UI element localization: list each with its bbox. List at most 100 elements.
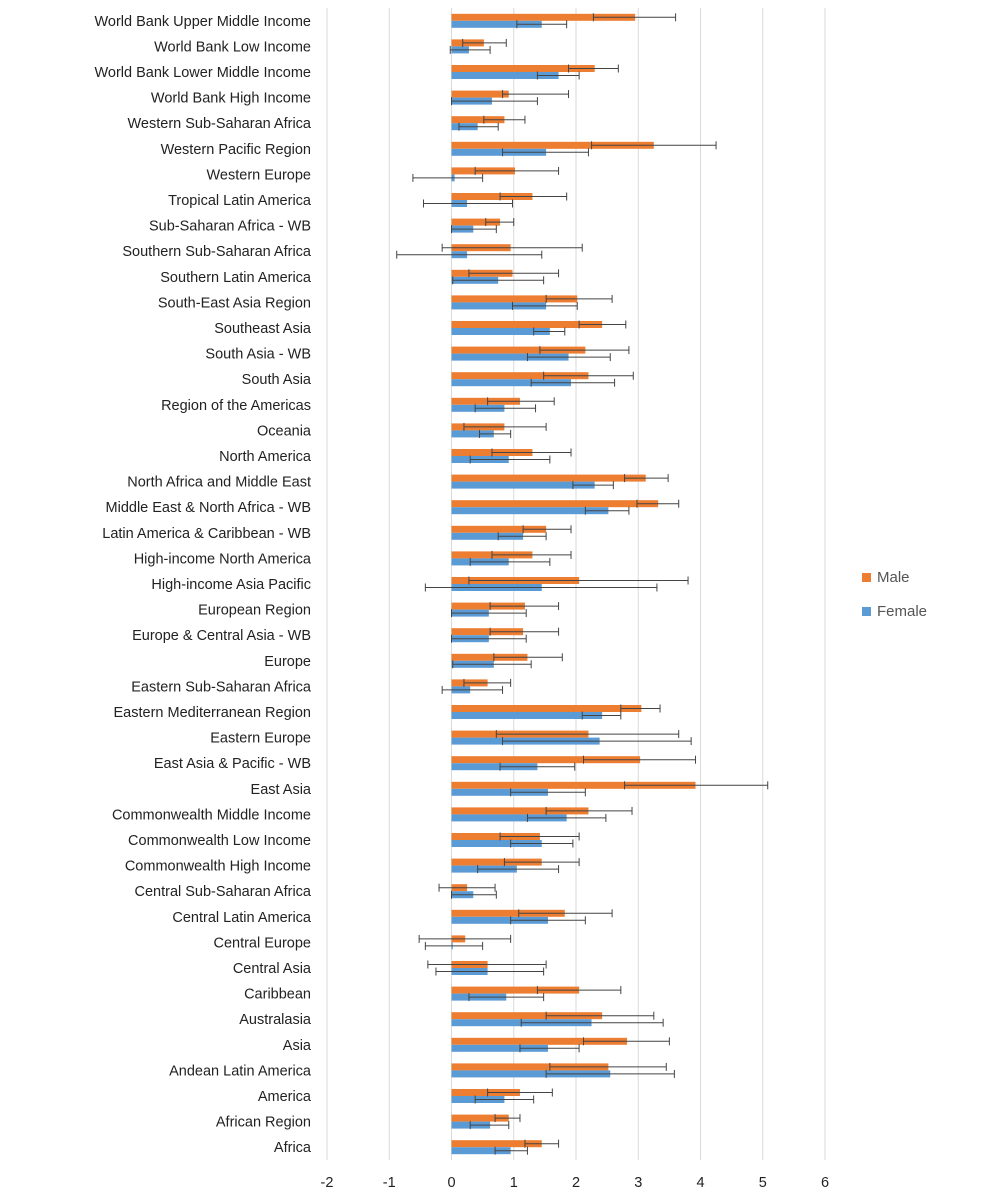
x-tick-label: 0 [447, 1175, 455, 1191]
legend-swatch-female [862, 607, 871, 616]
error-bar-male-europe [493, 653, 563, 662]
error-bar-female-eastern-sub-saharan-africa [441, 685, 504, 694]
error-bar-female-africa [494, 1146, 528, 1155]
category-label: World Bank Low Income [154, 39, 311, 55]
error-bar-male-southern-latin-america [468, 269, 560, 278]
error-bar-male-south-east-asia-region [545, 294, 613, 303]
category-label: America [258, 1089, 312, 1105]
error-bar-female-caribbean [468, 993, 545, 1002]
error-bar-female-sub-saharan-africa-wb [451, 225, 497, 234]
bar-male-east-asia [451, 781, 696, 789]
category-label: Australasia [239, 1012, 312, 1028]
category-label: Western Europe [206, 167, 311, 183]
category-label: East Asia & Pacific - WB [154, 756, 311, 772]
x-tick-label: 5 [759, 1175, 767, 1191]
bar-male-world-bank-upper-middle-income [451, 13, 636, 21]
category-label: Southern Latin America [160, 270, 312, 286]
bar-female-world-bank-upper-middle-income [451, 20, 542, 28]
error-bar-male-america [487, 1088, 553, 1097]
category-label: Central Sub-Saharan Africa [134, 884, 311, 900]
legend-swatch-male [862, 573, 871, 582]
error-bar-male-european-region [489, 602, 560, 611]
category-label: Central Latin America [172, 910, 312, 926]
category-label: Asia [283, 1038, 312, 1054]
error-bar-male-commonwealth-middle-income [545, 806, 633, 815]
bar-male-middle-east-and-north-africa-wb [451, 500, 659, 508]
category-label: East Asia [251, 782, 312, 798]
bar-female-commonwealth-low-income [451, 840, 542, 847]
bar-male-andean-latin-america [451, 1063, 609, 1071]
category-label: North Africa and Middle East [127, 475, 311, 491]
error-bar-male-latin-america-and-caribbean-wb [522, 525, 572, 534]
error-bar-female-andean-latin-america [545, 1069, 675, 1078]
error-bar-female-oceania [479, 429, 512, 438]
x-axis-ticks: -2 -1 0 1 2 3 4 5 6 [321, 1175, 829, 1191]
category-label: Eastern Mediterranean Region [114, 705, 311, 721]
error-bar-male-asia [582, 1037, 670, 1046]
legend-label-male: Male [877, 569, 910, 586]
bar-male-central-latin-america [451, 909, 565, 917]
error-bar-female-north-america [469, 455, 551, 464]
category-label: Europe [264, 654, 311, 670]
category-label: Southeast Asia [214, 321, 312, 337]
error-bar-female-europe [452, 660, 532, 669]
category-label: World Bank Lower Middle Income [94, 65, 311, 81]
bar-male-western-sub-saharan-africa [451, 116, 505, 124]
category-label: North America [219, 449, 312, 465]
error-bar-female-asia [519, 1044, 580, 1053]
bar-male-european-region [451, 602, 525, 610]
category-label: Commonwealth Low Income [128, 833, 311, 849]
category-label: Commonwealth High Income [125, 859, 311, 875]
bar-male-south-asia [451, 372, 589, 380]
error-bar-female-world-bank-lower-middle-income [536, 71, 580, 80]
error-bar-male-african-region [494, 1114, 521, 1123]
error-bar-male-eastern-sub-saharan-africa [463, 678, 512, 687]
error-bar-male-central-latin-america [518, 909, 613, 918]
error-bar-male-world-bank-lower-middle-income [568, 64, 619, 73]
bar-male-world-bank-lower-middle-income [451, 65, 595, 72]
error-bar-male-western-sub-saharan-africa [483, 115, 526, 124]
error-bar-female-commonwealth-high-income [477, 865, 560, 874]
error-bar-female-australasia [520, 1018, 664, 1027]
error-bar-male-australasia [545, 1011, 655, 1020]
error-bar-female-north-africa-and-middle-east [572, 481, 614, 490]
error-bar-male-world-bank-upper-middle-income [592, 13, 677, 22]
error-bar-female-high-income-north-america [469, 557, 551, 566]
bar-female-andean-latin-america [451, 1070, 611, 1078]
error-bar-female-western-sub-saharan-africa [458, 122, 499, 131]
bar-male-latin-america-and-caribbean-wb [451, 525, 547, 533]
category-label: Eastern Sub-Saharan Africa [131, 679, 312, 695]
bar-male-commonwealth-low-income [451, 833, 540, 840]
bar-male-asia [451, 1037, 628, 1045]
error-bar-male-high-income-asia-pacific [468, 576, 689, 585]
error-bar-female-region-of-the-americas [474, 404, 537, 413]
error-bar-female-central-europe [424, 941, 484, 950]
error-bar-male-region-of-the-americas [487, 397, 555, 406]
category-label: Europe & Central Asia - WB [132, 628, 311, 644]
bar-female-south-east-asia-region [451, 302, 547, 310]
error-bar-male-east-asia-and-pacific-wb [582, 755, 697, 764]
bar-male-america [451, 1089, 520, 1096]
error-bar-female-eastern-mediterranean-region [581, 711, 622, 720]
bar-male-african-region [451, 1114, 509, 1122]
error-bar-female-latin-america-and-caribbean-wb [497, 532, 547, 541]
error-bar-male-high-income-north-america [491, 550, 572, 559]
bar-male-world-bank-high-income [451, 90, 509, 98]
error-bar-female-world-bank-upper-middle-income [516, 20, 568, 29]
bar-female-eastern-mediterranean-region [451, 712, 603, 719]
bar-male-caribbean [451, 986, 580, 994]
error-bar-female-america [474, 1095, 535, 1104]
category-label: High-income Asia Pacific [151, 577, 311, 593]
error-bar-female-western-europe [412, 173, 484, 182]
error-bar-female-commonwealth-middle-income [526, 813, 607, 822]
error-bar-male-world-bank-high-income [502, 90, 570, 99]
category-label: Andean Latin America [169, 1063, 312, 1079]
error-bar-male-andean-latin-america [549, 1062, 667, 1071]
bar-female-oceania [451, 430, 494, 438]
error-bar-female-middle-east-and-north-africa-wb [584, 506, 630, 515]
error-bar-male-central-asia [427, 960, 547, 969]
bar-female-middle-east-and-north-africa-wb [451, 507, 609, 515]
error-bar-male-world-bank-low-income [462, 38, 507, 47]
bar-male-africa [451, 1140, 542, 1148]
